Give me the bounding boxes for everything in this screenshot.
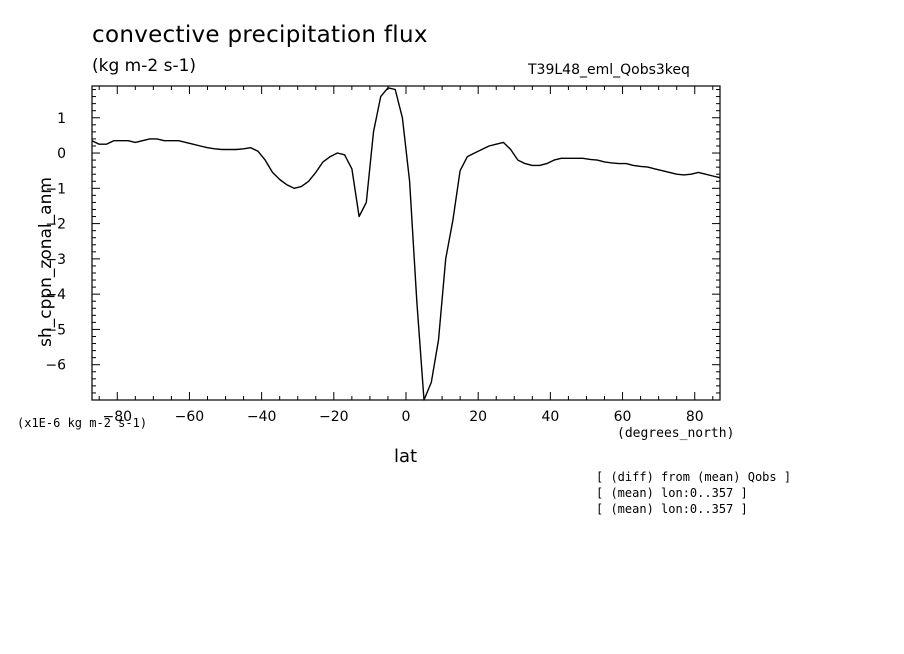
- tick-marks: [92, 86, 720, 401]
- chart-units: (kg m-2 s-1): [92, 56, 197, 76]
- y-tick-label: −6: [45, 358, 66, 374]
- plot-frame: [91, 85, 721, 401]
- y-tick-label: 0: [57, 146, 66, 162]
- y-tick-label: −5: [45, 322, 66, 338]
- tick-labels: −80 −60 −40 −20 0 20 40 60 80 1 0 −1 −2 −3 −4 −5 −6: [45, 111, 703, 425]
- series-line: [91, 87, 721, 401]
- run-label: T39L48_eml_Qobs3keq: [528, 62, 690, 78]
- scale-note: (x1E-6 kg m-2 s-1): [17, 416, 148, 430]
- x-tick-label: −60: [175, 409, 205, 425]
- chart-title: convective precipitation flux: [92, 22, 428, 48]
- x-tick-label: 20: [469, 409, 487, 425]
- x-tick-label: 80: [686, 409, 704, 425]
- x-tick-label: 40: [541, 409, 559, 425]
- x-axis-units: (degrees_north): [617, 426, 735, 441]
- y-tick-label: −2: [45, 217, 66, 233]
- x-tick-label: 0: [402, 409, 411, 425]
- y-tick-label: −1: [45, 181, 66, 197]
- x-tick-label: −80: [102, 409, 132, 425]
- y-tick-label: −4: [45, 287, 66, 303]
- y-tick-label: 1: [57, 111, 66, 127]
- y-tick-label: −3: [45, 252, 66, 268]
- x-tick-label: 60: [614, 409, 632, 425]
- x-tick-label: −40: [247, 409, 277, 425]
- annotation-diff: [ (diff) from (mean) Qobs ]: [596, 470, 792, 484]
- x-tick-label: −20: [319, 409, 349, 425]
- annotation-mean-lon-2: [ (mean) lon:0..357 ]: [596, 502, 748, 516]
- annotation-mean-lon-1: [ (mean) lon:0..357 ]: [596, 486, 748, 500]
- x-axis-label: lat: [394, 446, 418, 467]
